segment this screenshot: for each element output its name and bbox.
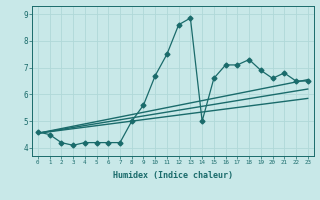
X-axis label: Humidex (Indice chaleur): Humidex (Indice chaleur) (113, 171, 233, 180)
